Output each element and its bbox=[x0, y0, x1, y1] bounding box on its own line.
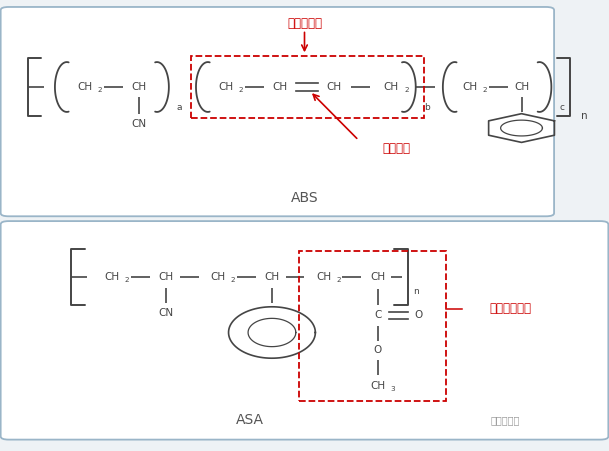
Bar bbox=[299, 251, 446, 401]
Text: CH: CH bbox=[327, 82, 342, 92]
Text: CN: CN bbox=[132, 119, 147, 129]
Text: 3: 3 bbox=[390, 386, 395, 392]
Text: 2: 2 bbox=[125, 277, 129, 283]
Text: n: n bbox=[413, 287, 419, 296]
Text: n: n bbox=[580, 111, 587, 121]
Text: 2: 2 bbox=[231, 277, 235, 283]
Text: ASA: ASA bbox=[236, 413, 264, 428]
FancyBboxPatch shape bbox=[1, 7, 554, 216]
Text: 丁二烯橡胶: 丁二烯橡胶 bbox=[287, 17, 322, 30]
Text: C: C bbox=[374, 310, 381, 320]
Text: 2: 2 bbox=[404, 87, 409, 93]
Text: b: b bbox=[424, 103, 429, 112]
Text: O: O bbox=[414, 310, 423, 320]
Text: ABS: ABS bbox=[290, 191, 319, 205]
Text: a: a bbox=[177, 103, 183, 112]
Text: CH: CH bbox=[132, 82, 147, 92]
Text: CH: CH bbox=[272, 82, 287, 92]
Text: CH: CH bbox=[210, 272, 225, 282]
Text: CH: CH bbox=[514, 82, 529, 92]
Text: CH: CH bbox=[462, 82, 477, 92]
Text: 2: 2 bbox=[97, 87, 102, 93]
Text: CH: CH bbox=[158, 272, 174, 282]
Text: CH: CH bbox=[316, 272, 331, 282]
Text: CH: CH bbox=[77, 82, 93, 92]
FancyBboxPatch shape bbox=[1, 221, 608, 440]
Text: O: O bbox=[373, 345, 382, 354]
Text: CH: CH bbox=[104, 272, 119, 282]
Text: CH: CH bbox=[218, 82, 233, 92]
Text: 2: 2 bbox=[336, 277, 341, 283]
Text: c: c bbox=[560, 103, 565, 112]
Text: 2: 2 bbox=[239, 87, 244, 93]
Text: CH: CH bbox=[370, 272, 385, 282]
Text: CH: CH bbox=[370, 381, 385, 391]
Text: CH: CH bbox=[264, 272, 280, 282]
Text: CN: CN bbox=[158, 308, 174, 318]
Text: 碳碳双键: 碳碳双键 bbox=[382, 142, 410, 155]
Text: 结构攻城师: 结构攻城师 bbox=[491, 415, 520, 425]
Text: 2: 2 bbox=[483, 87, 487, 93]
Bar bbox=[191, 56, 424, 118]
Text: 丙烯酸酯橡胶: 丙烯酸酯橡胶 bbox=[490, 303, 532, 315]
Text: CH: CH bbox=[384, 82, 399, 92]
